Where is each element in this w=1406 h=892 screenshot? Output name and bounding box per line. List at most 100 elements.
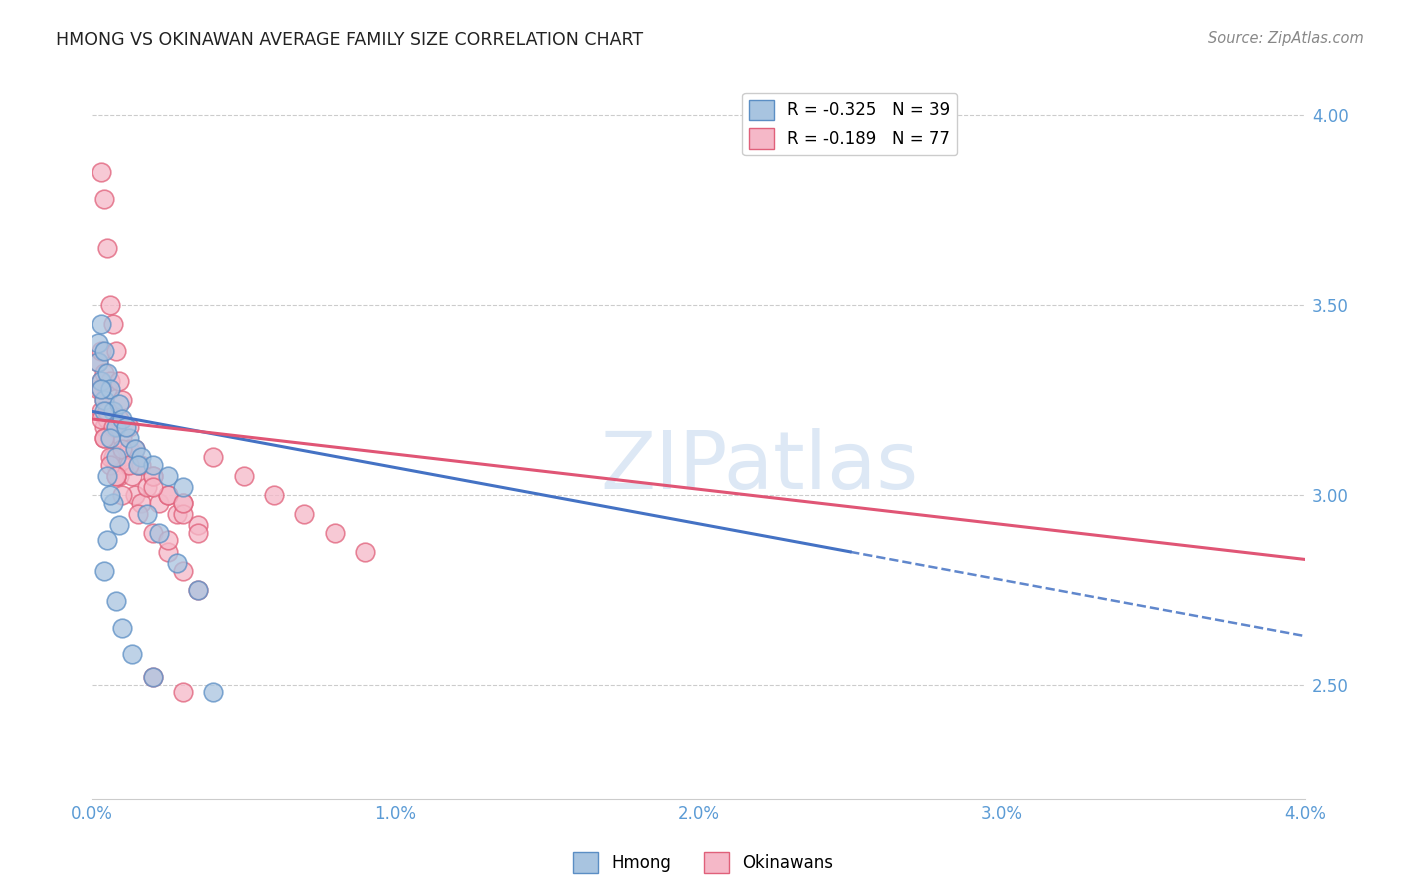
Point	[121, 648, 143, 662]
Point	[90, 165, 112, 179]
Point	[148, 525, 170, 540]
Point	[98, 431, 121, 445]
Point	[103, 495, 125, 509]
Point	[98, 382, 121, 396]
Point	[93, 431, 115, 445]
Point	[166, 556, 188, 570]
Point	[96, 367, 118, 381]
Point	[111, 621, 134, 635]
Point	[98, 488, 121, 502]
Point	[111, 442, 134, 457]
Point	[124, 442, 146, 457]
Point	[142, 480, 165, 494]
Point	[96, 382, 118, 396]
Point	[129, 458, 152, 472]
Point	[142, 458, 165, 472]
Point	[93, 367, 115, 381]
Point	[93, 343, 115, 358]
Point	[187, 582, 209, 597]
Point	[172, 495, 194, 509]
Point	[105, 594, 128, 608]
Point	[187, 518, 209, 533]
Point	[142, 469, 165, 483]
Point	[129, 495, 152, 509]
Point	[172, 480, 194, 494]
Point	[187, 525, 209, 540]
Point	[172, 507, 194, 521]
Point	[156, 488, 179, 502]
Point	[103, 450, 125, 464]
Legend: R = -0.325   N = 39, R = -0.189   N = 77: R = -0.325 N = 39, R = -0.189 N = 77	[742, 93, 957, 155]
Point	[111, 450, 134, 464]
Point	[114, 458, 136, 472]
Point	[117, 458, 139, 472]
Point	[87, 382, 110, 396]
Point	[93, 404, 115, 418]
Point	[166, 507, 188, 521]
Point	[323, 525, 346, 540]
Point	[142, 525, 165, 540]
Point	[121, 469, 143, 483]
Text: Source: ZipAtlas.com: Source: ZipAtlas.com	[1208, 31, 1364, 46]
Point	[90, 382, 112, 396]
Point	[142, 469, 165, 483]
Point	[129, 450, 152, 464]
Point	[98, 431, 121, 445]
Text: ZIPatlas: ZIPatlas	[600, 428, 918, 506]
Point	[93, 192, 115, 206]
Point	[105, 419, 128, 434]
Point	[103, 419, 125, 434]
Point	[90, 343, 112, 358]
Point	[108, 374, 131, 388]
Point	[117, 442, 139, 457]
Point	[187, 582, 209, 597]
Point	[90, 412, 112, 426]
Point	[111, 412, 134, 426]
Point	[117, 431, 139, 445]
Point	[93, 392, 115, 407]
Point	[156, 488, 179, 502]
Point	[105, 450, 128, 464]
Point	[90, 374, 112, 388]
Point	[135, 480, 157, 494]
Point	[202, 450, 225, 464]
Point	[96, 412, 118, 426]
Point	[114, 419, 136, 434]
Point	[124, 442, 146, 457]
Point	[172, 564, 194, 578]
Point	[87, 336, 110, 351]
Point	[87, 355, 110, 369]
Legend: Hmong, Okinawans: Hmong, Okinawans	[565, 846, 841, 880]
Point	[148, 495, 170, 509]
Point	[90, 404, 112, 418]
Point	[127, 458, 149, 472]
Point	[156, 533, 179, 548]
Point	[105, 419, 128, 434]
Point	[90, 382, 112, 396]
Point	[96, 404, 118, 418]
Point	[103, 317, 125, 331]
Point	[96, 469, 118, 483]
Point	[105, 343, 128, 358]
Point	[172, 685, 194, 699]
Point	[90, 374, 112, 388]
Point	[93, 431, 115, 445]
Point	[111, 431, 134, 445]
Point	[354, 545, 377, 559]
Point	[105, 469, 128, 483]
Point	[98, 458, 121, 472]
Point	[108, 469, 131, 483]
Point	[202, 685, 225, 699]
Point	[105, 469, 128, 483]
Point	[127, 507, 149, 521]
Point	[87, 355, 110, 369]
Point	[127, 458, 149, 472]
Point	[96, 241, 118, 255]
Text: HMONG VS OKINAWAN AVERAGE FAMILY SIZE CORRELATION CHART: HMONG VS OKINAWAN AVERAGE FAMILY SIZE CO…	[56, 31, 644, 49]
Point	[156, 469, 179, 483]
Point	[98, 374, 121, 388]
Point	[117, 419, 139, 434]
Point	[93, 419, 115, 434]
Point	[111, 488, 134, 502]
Point	[90, 317, 112, 331]
